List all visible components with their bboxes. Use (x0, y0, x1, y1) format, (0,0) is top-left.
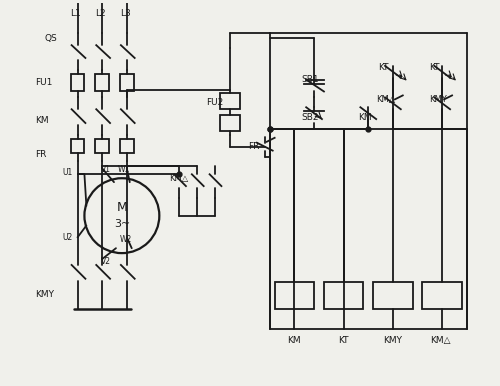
Text: FU2: FU2 (206, 98, 223, 107)
Text: L2: L2 (96, 9, 106, 18)
Text: KT: KT (338, 336, 349, 345)
Bar (220, 93, 240, 109)
Text: V1: V1 (101, 165, 111, 174)
Text: 3~: 3~ (114, 218, 130, 229)
Text: KMY: KMY (384, 336, 402, 345)
Bar (373, 282, 412, 309)
Text: SB2: SB2 (302, 113, 319, 122)
Text: FR: FR (35, 150, 46, 159)
Bar (220, 115, 240, 131)
Text: KM△: KM△ (376, 95, 396, 104)
Bar (422, 282, 462, 309)
Text: KM: KM (288, 336, 301, 345)
Text: U1: U1 (62, 168, 73, 177)
Text: V2: V2 (101, 257, 111, 266)
Text: W2: W2 (120, 235, 132, 244)
Text: FR: FR (248, 142, 260, 151)
Text: KT: KT (378, 63, 388, 72)
Bar (70, 139, 85, 152)
Text: SB1: SB1 (302, 75, 319, 84)
Text: QS: QS (45, 34, 58, 43)
Bar (274, 282, 314, 309)
Bar (96, 74, 109, 91)
Text: KMY: KMY (35, 290, 54, 299)
Text: KMY: KMY (430, 95, 447, 104)
Text: KT: KT (430, 63, 440, 72)
Text: L3: L3 (120, 9, 130, 18)
Bar (120, 139, 134, 152)
Bar (120, 74, 134, 91)
Text: KM: KM (35, 115, 49, 125)
Bar (70, 74, 85, 91)
Text: L1: L1 (70, 9, 82, 18)
Text: KM△: KM△ (169, 174, 188, 183)
Bar (96, 139, 109, 152)
Text: KM△: KM△ (430, 336, 450, 345)
Bar (324, 282, 364, 309)
Text: U2: U2 (62, 233, 73, 242)
Text: M: M (116, 201, 127, 214)
Text: KM: KM (358, 113, 372, 122)
Text: FU1: FU1 (35, 78, 52, 87)
Text: W1: W1 (118, 165, 130, 174)
